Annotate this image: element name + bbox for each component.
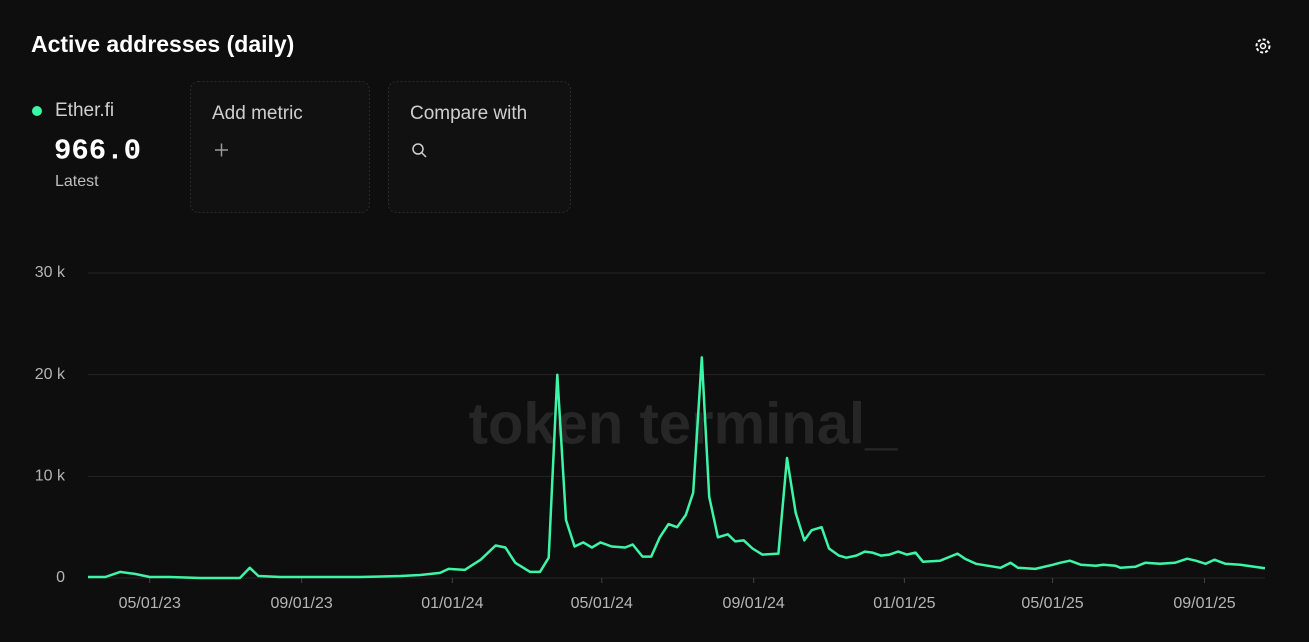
y-tick-label: 30 k [35,264,66,281]
y-tick-label: 20 k [35,366,66,383]
plot: 0 10 k 20 k 30 k 05/01/23 09/01/23 01/01/24 05/… [35,264,1266,612]
x-tick-label: 09/01/23 [271,595,333,612]
y-tick-label: 10 k [35,468,66,485]
x-tick-label: 05/01/25 [1021,595,1083,612]
button-box [388,81,571,213]
data-line [88,356,1266,580]
y-tick-label: 0 [56,569,65,586]
legend-dot [32,106,42,116]
gear-outline [1255,38,1271,54]
x-tick-label: 09/01/25 [1173,595,1235,612]
watermark: token terminal_ [469,391,898,456]
chart-title: Active addresses (daily) [31,31,294,57]
gear-center [1259,42,1267,50]
button-box [190,81,370,213]
latest-label: Latest [55,173,99,190]
plus-icon [215,143,228,157]
search-icon [412,143,424,155]
compare-button[interactable]: Compare with [388,81,571,213]
search-handle [420,151,427,158]
latest-value: 966.0 [54,135,141,168]
legend-name: Ether.fi [55,100,114,121]
add-metric-button[interactable]: Add metric [190,81,370,213]
x-tick-label: 01/01/25 [873,595,935,612]
button-label: Compare with [410,103,527,124]
x-tick-label: 05/01/23 [119,595,181,612]
x-tick-label: 09/01/24 [723,595,785,612]
button-label: Add metric [212,103,303,124]
settings-icon[interactable] [1255,38,1271,54]
x-tick-label: 01/01/24 [421,595,483,612]
x-tick-label: 05/01/24 [571,595,633,612]
